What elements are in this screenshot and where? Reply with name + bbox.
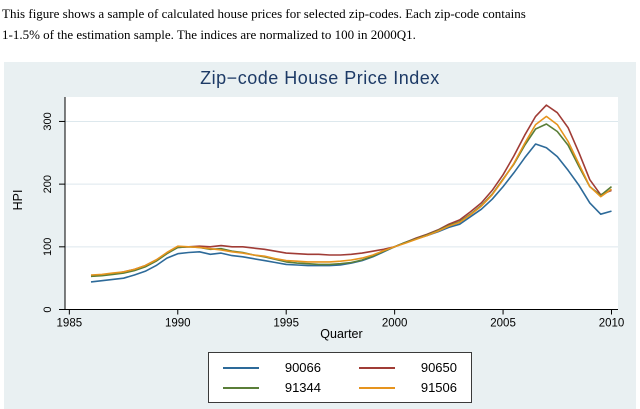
series-line-91344 bbox=[90, 123, 613, 278]
y-tick-label-100: 100 bbox=[42, 238, 54, 256]
legend-swatch-90066 bbox=[223, 366, 259, 369]
legend-swatch-91344 bbox=[223, 386, 259, 389]
x-tick-label-1995: 1995 bbox=[273, 318, 299, 330]
caption-line-2: 1-1.5% of the estimation sample. The ind… bbox=[2, 27, 416, 42]
caption-line-1: This figure shows a sample of calculated… bbox=[2, 6, 526, 21]
y-tick-label-300: 300 bbox=[42, 112, 54, 130]
x-tick-label-2000: 2000 bbox=[382, 318, 408, 330]
legend: 90066 90650 91344 91506 bbox=[208, 352, 472, 403]
x-tick-label-2010: 2010 bbox=[599, 318, 625, 330]
chart-title: Zip−code House Price Index bbox=[200, 68, 440, 88]
x-tick-label-1985: 1985 bbox=[57, 318, 83, 330]
legend-item-90650: 90650 bbox=[359, 360, 457, 375]
legend-item-91506: 91506 bbox=[359, 380, 457, 395]
series-line-91506 bbox=[90, 115, 612, 276]
legend-label-90066: 90066 bbox=[284, 360, 321, 375]
x-tick-label-2005: 2005 bbox=[490, 318, 516, 330]
figure-caption: This figure shows a sample of calculated… bbox=[2, 3, 622, 45]
y-tick-label-0: 0 bbox=[42, 306, 54, 312]
x-axis-title: Quarter bbox=[320, 327, 363, 341]
legend-label-91506: 91506 bbox=[420, 380, 457, 395]
legend-item-90066: 90066 bbox=[223, 360, 321, 375]
legend-item-91344: 91344 bbox=[223, 380, 321, 395]
legend-swatch-91506 bbox=[359, 386, 395, 389]
y-tick-label-200: 200 bbox=[42, 175, 54, 193]
legend-label-91344: 91344 bbox=[284, 380, 321, 395]
legend-swatch-90650 bbox=[359, 366, 395, 369]
x-tick-label-1990: 1990 bbox=[165, 318, 191, 330]
legend-label-90650: 90650 bbox=[420, 360, 457, 375]
y-axis-title: HPI bbox=[11, 189, 25, 211]
